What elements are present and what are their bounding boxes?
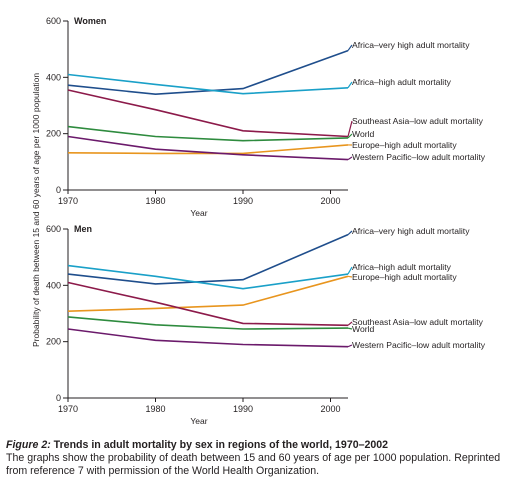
- series-line: [67, 125, 349, 142]
- x-tick-label: 2000: [320, 404, 340, 414]
- x-tick-label: 1990: [233, 196, 253, 206]
- series-label-leader: [347, 156, 353, 161]
- series-label-leader: [347, 344, 353, 348]
- series-label-leader: [347, 230, 353, 236]
- y-tick-label: 200: [46, 337, 61, 347]
- series-label-leader: [347, 275, 353, 278]
- series-label: Western Pacific–low adult mortality: [352, 340, 486, 350]
- series-line: [67, 135, 349, 161]
- panel-title: Women: [74, 16, 106, 26]
- series-label-leader: [347, 327, 353, 330]
- series-line: [67, 275, 349, 312]
- panel-title: Men: [74, 224, 92, 234]
- series-label: Africa–very high adult mortality: [352, 40, 470, 50]
- series-line: [67, 49, 349, 96]
- x-tick-label: 1980: [145, 196, 165, 206]
- series-label-leader: [347, 44, 353, 51]
- x-axis-title: Year: [190, 208, 207, 218]
- series-line: [67, 316, 349, 330]
- series-label-leader: [347, 81, 353, 89]
- series-line: [67, 73, 349, 95]
- figure-caption: Figure 2: Trends in adult mortality by s…: [6, 439, 511, 479]
- series-label-leader: [347, 120, 353, 137]
- series-label: Africa–very high adult mortality: [352, 226, 470, 236]
- y-tick-label: 200: [46, 129, 61, 139]
- series-line: [67, 144, 349, 155]
- men-panel: Men 0 200 400 600 1970 1980 1990 2000 Year Africa–…: [46, 224, 486, 426]
- series-label: Western Pacific–low adult mortality: [352, 152, 486, 162]
- x-tick-label: 1980: [145, 404, 165, 414]
- series-label: Southeast Asia–low adult mortality: [352, 317, 484, 327]
- series-line: [67, 233, 349, 285]
- x-tick-label: 1990: [233, 404, 253, 414]
- series-label: World: [352, 129, 375, 139]
- y-tick-label: 600: [46, 224, 61, 234]
- x-axis-title: Year: [190, 416, 207, 426]
- y-axis-title: Probability of death between 15 and 60 y…: [31, 73, 41, 347]
- caption-figure-label: Figure 2:: [6, 439, 51, 451]
- x-tick-label: 1970: [58, 196, 78, 206]
- y-tick-label: 0: [56, 185, 61, 195]
- y-tick-label: 0: [56, 393, 61, 403]
- x-tick-label: 2000: [320, 196, 340, 206]
- series-label: Southeast Asia–low adult mortality: [352, 116, 484, 126]
- series-label: Europe–high adult mortality: [352, 140, 457, 150]
- series-line: [67, 281, 349, 327]
- chart-canvas: Probability of death between 15 and 60 y…: [31, 16, 486, 426]
- caption-body: The graphs show the probability of death…: [6, 452, 501, 478]
- y-tick-label: 600: [46, 16, 61, 26]
- y-tick-label: 400: [46, 72, 61, 82]
- series-label: Africa–high adult mortality: [352, 77, 452, 87]
- series-label: World: [352, 324, 375, 334]
- series-line: [67, 328, 349, 348]
- series-label-leader: [347, 133, 353, 139]
- women-panel: Women 0 200 400 600 1970 1980 1990 2000 Year Afric…: [46, 16, 486, 218]
- x-tick-label: 1970: [58, 404, 78, 414]
- caption-title: Trends in adult mortality by sex in regi…: [50, 439, 389, 451]
- series-line: [67, 264, 349, 290]
- series-label-leader: [347, 321, 353, 326]
- y-tick-label: 400: [46, 280, 61, 290]
- series-label: Africa–high adult mortality: [352, 262, 452, 272]
- series-line: [67, 89, 349, 138]
- series-label: Europe–high adult mortality: [352, 272, 457, 282]
- series-label-leader: [347, 266, 353, 275]
